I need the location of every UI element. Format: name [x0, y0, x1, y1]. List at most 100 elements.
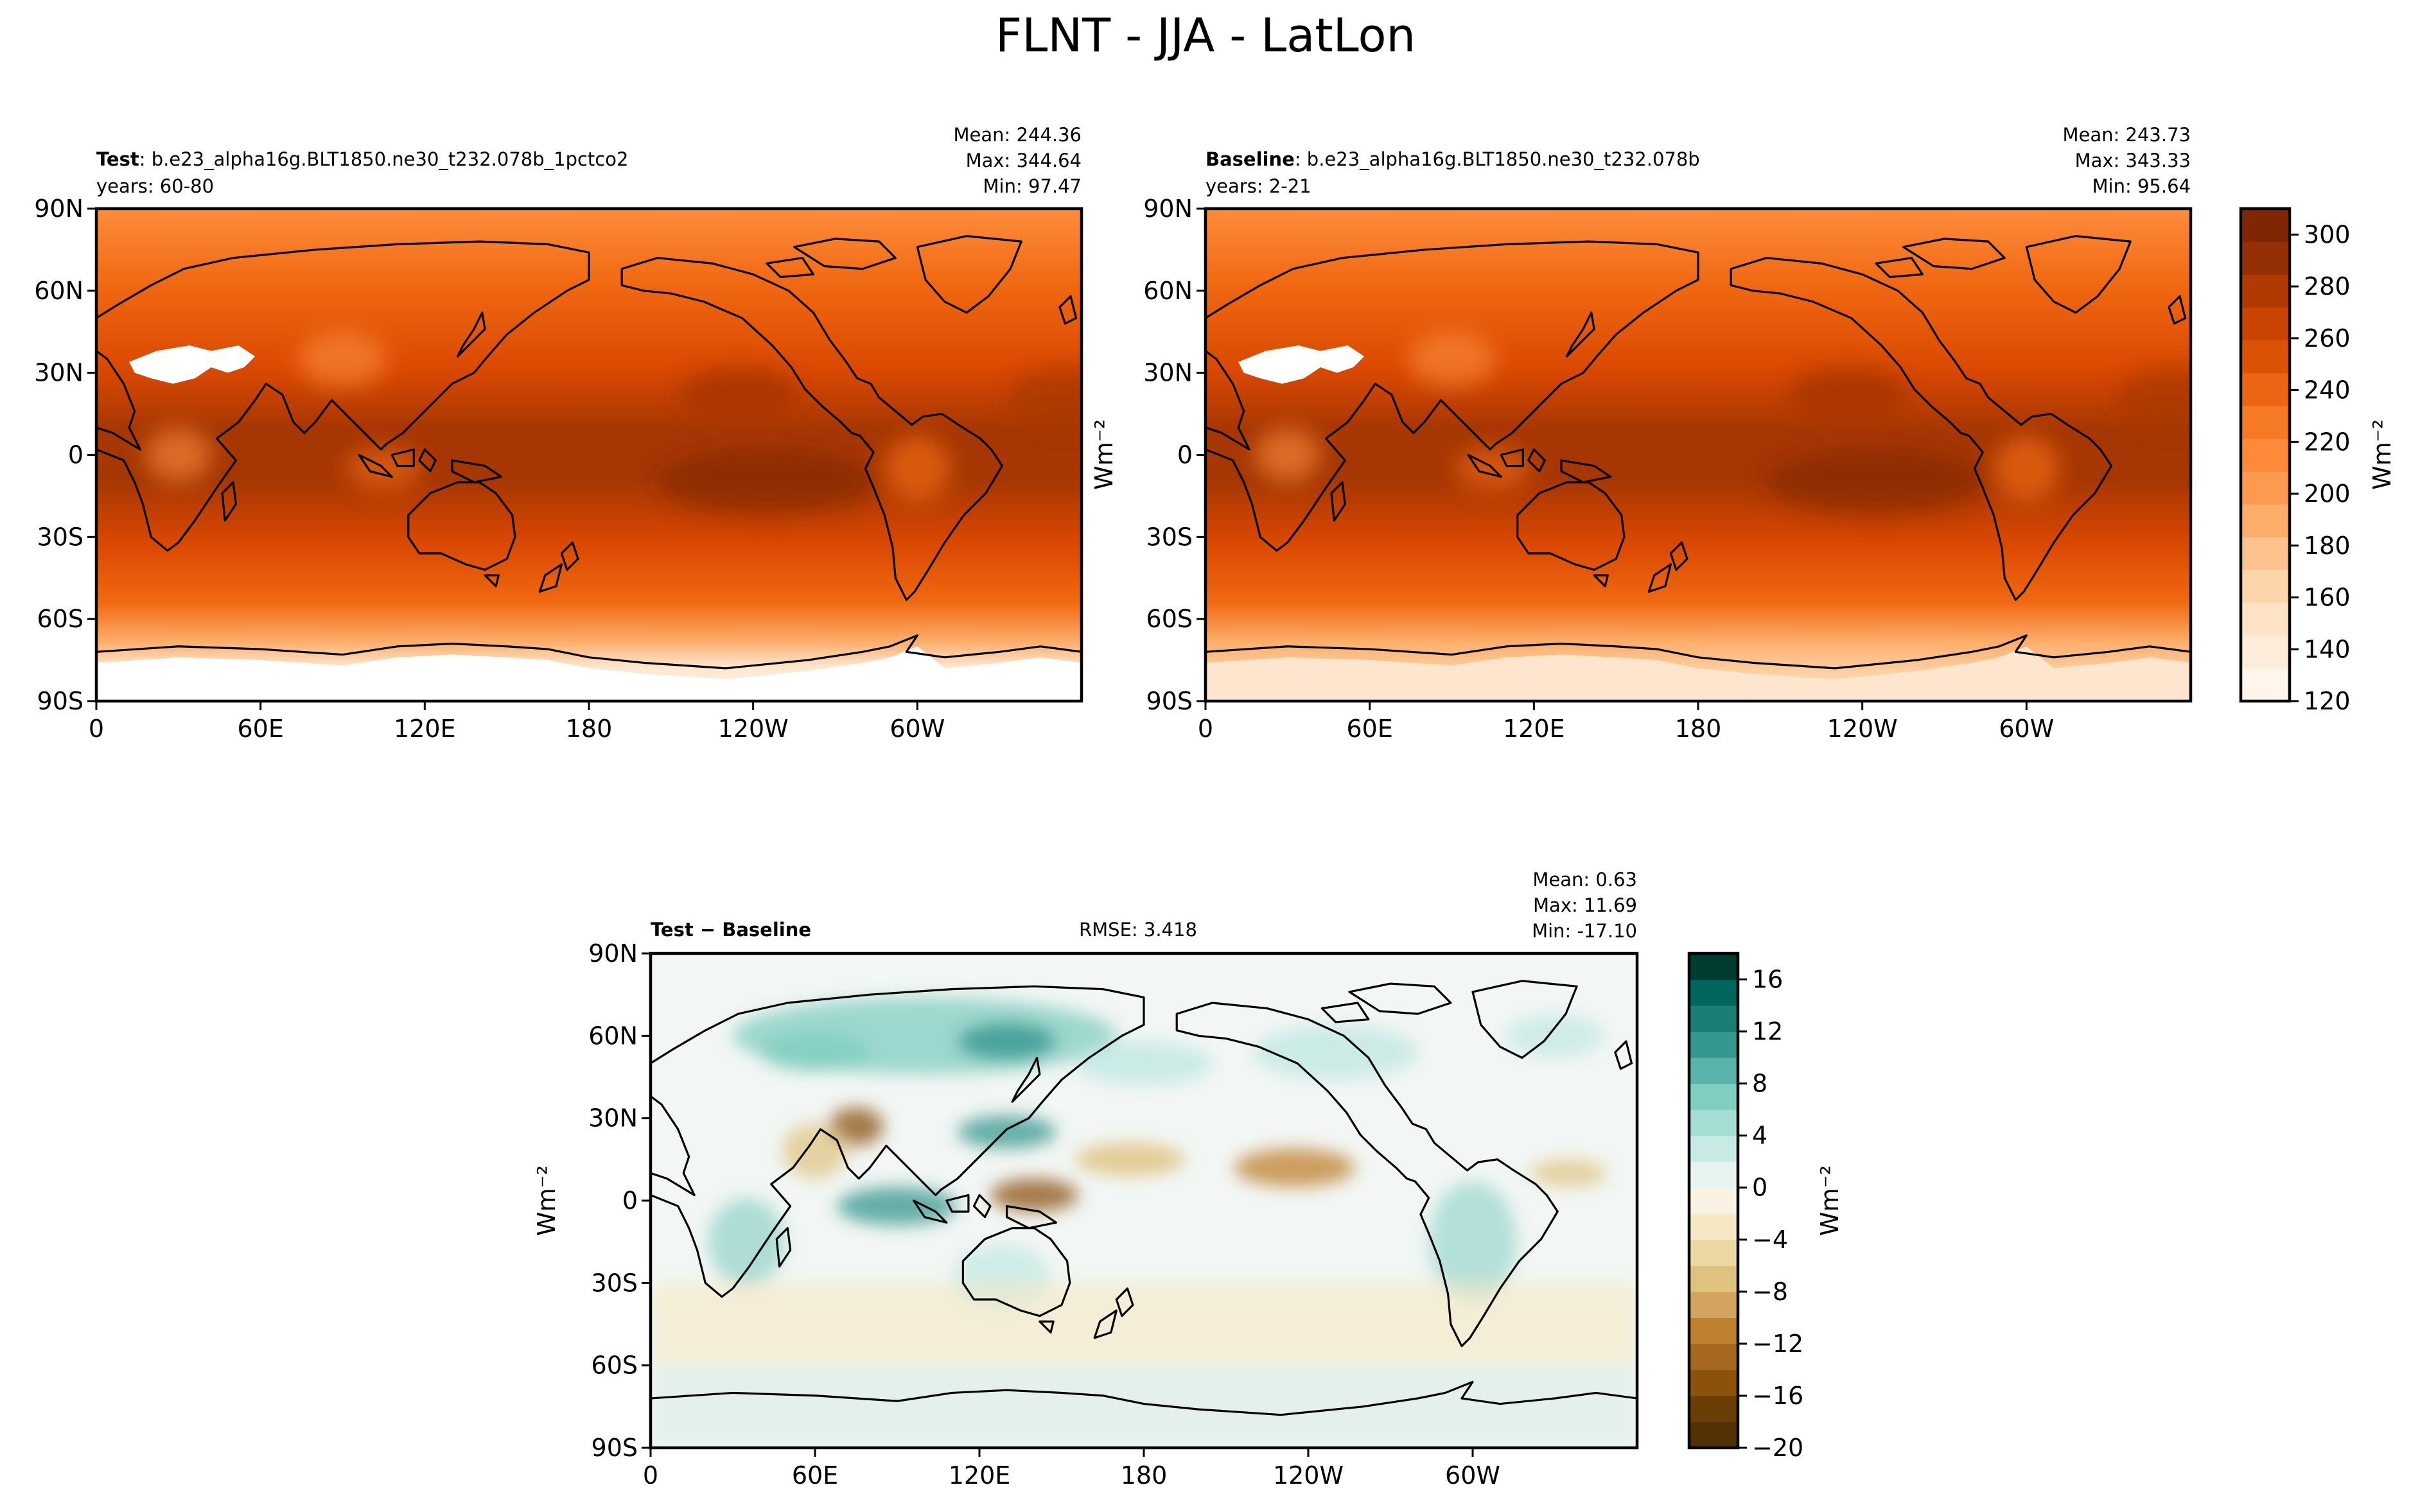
difference-colorbar-swatch: [1689, 1057, 1738, 1084]
difference-colorbar-frame: [1687, 952, 1740, 1450]
difference-colorbar-swatch: [1689, 1239, 1738, 1266]
baseline-ytick-label: 90S: [1146, 687, 1193, 715]
absolute-colorbar-swatch: [2241, 274, 2290, 308]
difference-xtick-label: 0: [643, 1461, 658, 1490]
difference-colorbar-tick-label: −20: [1752, 1434, 1803, 1462]
test-map: [96, 209, 1082, 701]
baseline-max: Max: 343.33: [2075, 150, 2191, 171]
test-ytick-label: 90S: [37, 687, 83, 715]
difference-colorbar-tick-label: 16: [1752, 966, 1783, 994]
difference-colorbar-tick-label: −12: [1752, 1330, 1803, 1358]
absolute-colorbar-tick-label: 140: [2304, 635, 2351, 663]
absolute-colorbar-swatch: [2241, 668, 2290, 702]
difference-colorbar-swatch: [1689, 1005, 1738, 1032]
difference-ytick-label: 60S: [592, 1351, 638, 1380]
difference-colorbar-swatch: [1689, 1291, 1738, 1318]
test-max: Max: 344.64: [966, 150, 1082, 171]
test-xtick-label: 60E: [237, 715, 283, 743]
absolute-colorbar-frame: [2239, 207, 2292, 703]
difference-x-axis: 0 60E 120E 180 120W 60W: [643, 1448, 1500, 1490]
test-xtick-label: 0: [89, 715, 104, 743]
test-title-case: : b.e23_alpha16g.BLT1850.ne30_t232.078b_…: [139, 148, 629, 170]
difference-colorbar: −20 −16 −12 −8 −4 0 4 8 12 16 Wm⁻²: [1687, 952, 1844, 1462]
absolute-colorbar-tick-label: 280: [2304, 272, 2351, 300]
test-y-axis: 90N 60N 30N 0 30S 60S 90S: [34, 195, 96, 715]
absolute-colorbar-swatch: [2241, 372, 2290, 406]
difference-colorbar-swatch: [1689, 1369, 1738, 1396]
baseline-ytick-label: 60N: [1143, 277, 1193, 305]
difference-colorbar-tick-label: −8: [1752, 1278, 1788, 1306]
absolute-colorbar-swatch: [2241, 471, 2290, 505]
difference-colorbar-swatch: [1689, 1265, 1738, 1292]
difference-ytick-label: 90S: [592, 1434, 638, 1462]
absolute-colorbar-tick-label: 160: [2304, 584, 2351, 612]
absolute-colorbar-swatches: [2241, 209, 2290, 702]
absolute-colorbar-unit: Wm⁻²: [2368, 419, 2396, 490]
difference-xtick-label: 120W: [1273, 1461, 1344, 1490]
test-mean: Mean: 244.36: [954, 124, 1082, 146]
absolute-colorbar-tick-label: 260: [2304, 324, 2351, 352]
baseline-ytick-label: 30N: [1143, 359, 1193, 387]
difference-colorbar-swatch: [1689, 1135, 1738, 1162]
absolute-colorbar-swatch: [2241, 504, 2290, 537]
difference-xtick-label: 180: [1121, 1461, 1168, 1490]
difference-colorbar-swatch: [1689, 1161, 1738, 1188]
difference-mean: Mean: 0.63: [1532, 869, 1637, 891]
difference-colorbar-tick-label: 8: [1752, 1070, 1767, 1098]
baseline-xtick-label: 0: [1198, 715, 1213, 743]
absolute-colorbar-swatch: [2241, 405, 2290, 439]
difference-colorbar-swatch: [1689, 1395, 1738, 1423]
absolute-colorbar-tick-label: 220: [2304, 428, 2351, 456]
test-title-bold: Test: [96, 148, 139, 170]
absolute-colorbar-tick-label: 180: [2304, 532, 2351, 560]
absolute-colorbar-swatch: [2241, 569, 2290, 604]
difference-y-unit: Wm⁻²: [532, 1165, 561, 1236]
absolute-colorbar-swatch: [2241, 438, 2290, 472]
baseline-title: Baseline: b.e23_alpha16g.BLT1850.ne30_t2…: [1206, 148, 1700, 170]
baseline-missing-patch: [1238, 345, 1365, 384]
absolute-colorbar-swatch: [2241, 602, 2290, 636]
baseline-antarctic-fill: [1206, 646, 2191, 701]
difference-xtick-label: 60E: [792, 1461, 838, 1490]
difference-ytick-label: 30S: [592, 1269, 638, 1297]
baseline-title-bold: Baseline: [1206, 148, 1295, 170]
difference-title: Test − Baseline: [651, 919, 811, 941]
test-ytick-label: 30N: [34, 359, 83, 387]
difference-colorbar-swatch: [1689, 1109, 1738, 1136]
difference-colorbar-swatch: [1689, 1083, 1738, 1110]
test-title: Test: b.e23_alpha16g.BLT1850.ne30_t232.0…: [96, 148, 628, 170]
baseline-x-axis: 0 60E 120E 180 120W 60W: [1198, 701, 2054, 743]
baseline-ytick-label: 90N: [1143, 195, 1193, 223]
difference-map: [651, 953, 1637, 1448]
test-xtick-label: 120E: [394, 715, 456, 743]
absolute-colorbar: 120 140 160 180 200 220 240 260 280 300 Wm⁻²: [2239, 207, 2396, 715]
figure-title: FLNT - JJA - LatLon: [995, 8, 1416, 62]
difference-colorbar-swatch: [1689, 1031, 1738, 1058]
difference-colorbar-ticks: −20 −16 −12 −8 −4 0 4 8 12 16: [1738, 966, 1803, 1462]
difference-min: Min: -17.10: [1532, 920, 1637, 942]
difference-colorbar-unit: Wm⁻²: [1816, 1165, 1844, 1236]
test-x-axis: 0 60E 120E 180 120W 60W: [89, 701, 945, 743]
baseline-ytick-label: 30S: [1146, 523, 1193, 551]
test-min: Min: 97.47: [983, 175, 1082, 197]
difference-xtick-label: 60W: [1445, 1461, 1500, 1490]
test-years: years: 60-80: [96, 175, 214, 197]
absolute-colorbar-swatch: [2241, 537, 2290, 571]
baseline-xtick-label: 180: [1675, 715, 1722, 743]
absolute-colorbar-ticks: 120 140 160 180 200 220 240 260 280 300: [2290, 220, 2351, 715]
baseline-ytick-label: 60S: [1146, 605, 1193, 633]
difference-rmse: RMSE: 3.418: [1079, 919, 1197, 941]
difference-ytick-label: 30N: [588, 1104, 638, 1133]
test-ytick-label: 30S: [37, 523, 83, 551]
baseline-map: [1206, 209, 2191, 701]
difference-panel: Test − Baseline RMSE: 3.418 Mean: 0.63 M…: [532, 869, 1639, 1490]
test-antarctic-fill: [96, 646, 1082, 701]
baseline-mean: Mean: 243.73: [2063, 124, 2191, 146]
absolute-colorbar-swatch: [2241, 241, 2290, 275]
baseline-ytick-label: 0: [1177, 441, 1193, 469]
absolute-colorbar-tick-label: 300: [2304, 220, 2351, 248]
absolute-colorbar-tick-label: 120: [2304, 687, 2351, 715]
baseline-xtick-label: 120E: [1503, 715, 1565, 743]
difference-colorbar-swatch: [1689, 1317, 1738, 1344]
